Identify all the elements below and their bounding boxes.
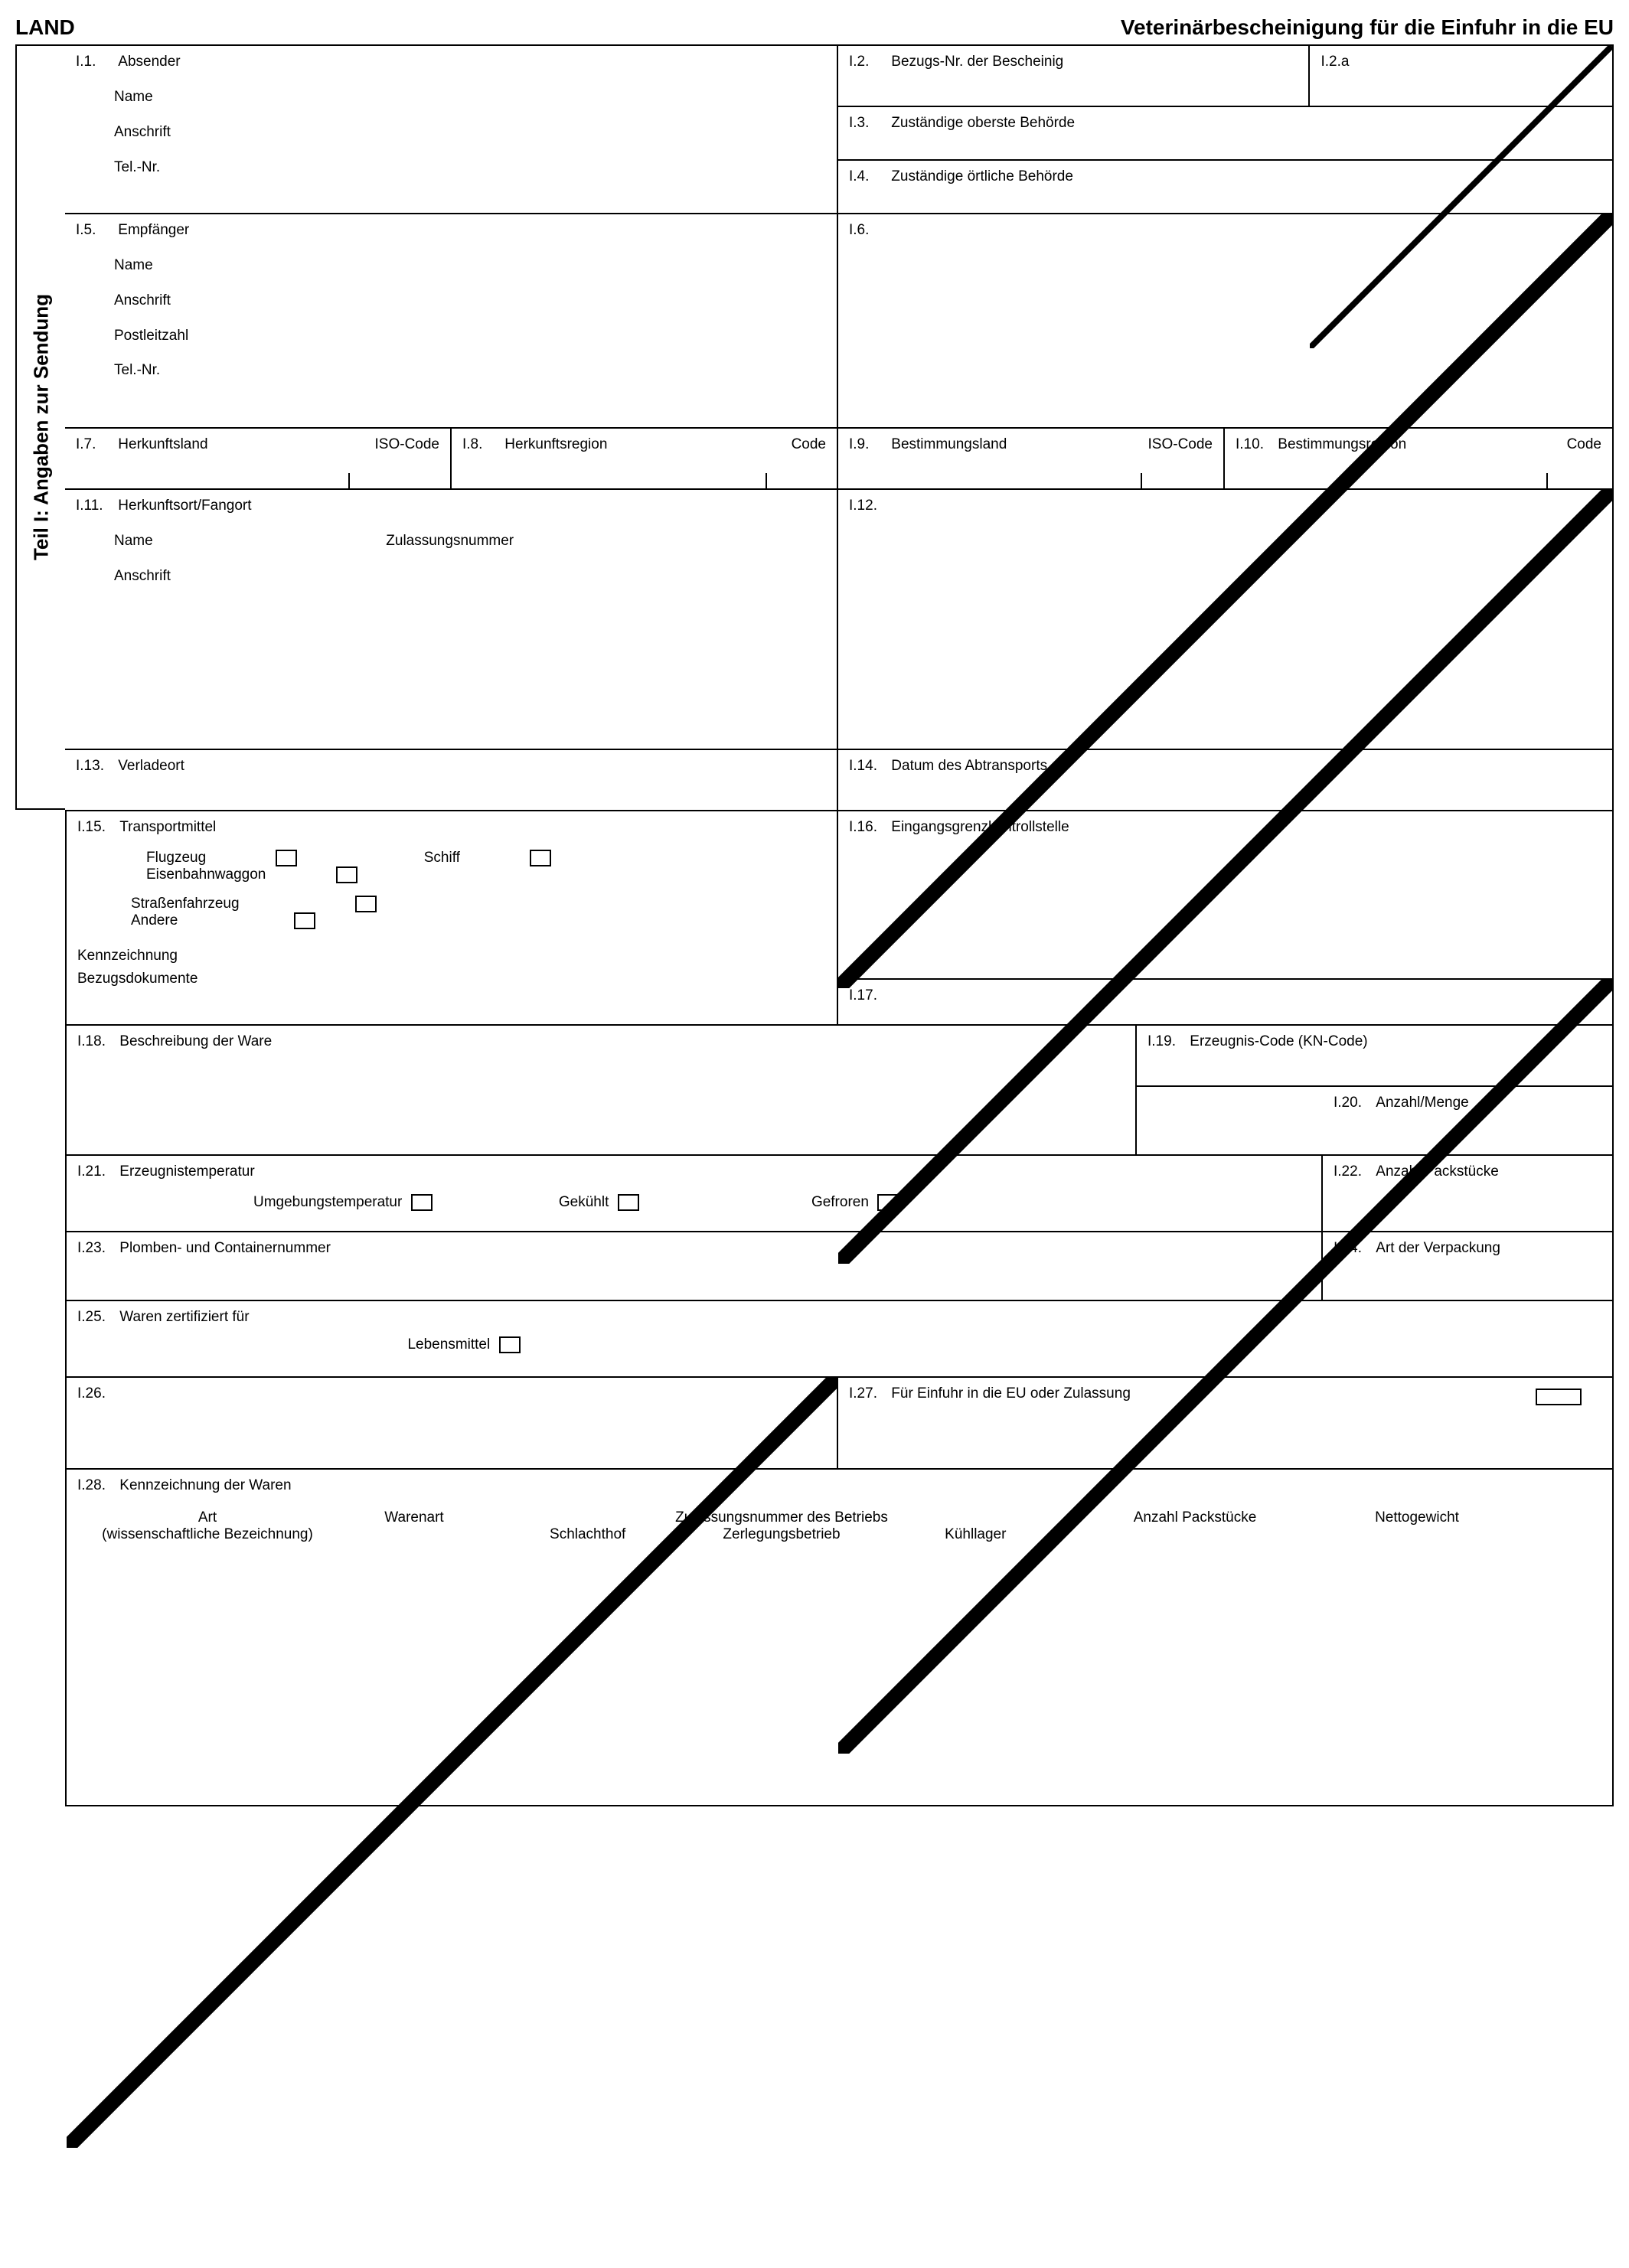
box-i26: I.26. bbox=[65, 1378, 838, 1470]
side-label: Teil I: Angaben zur Sendung bbox=[15, 44, 65, 810]
box-i16: I.16. Eingangsgrenzkontrollstelle bbox=[838, 811, 1614, 980]
checkbox-andere[interactable] bbox=[294, 912, 315, 929]
box-i18: I.18. Beschreibung der Ware bbox=[65, 1026, 1137, 1156]
checkbox-gefroren[interactable] bbox=[877, 1194, 899, 1211]
box-i27: I.27. Für Einfuhr in die EU oder Zulassu… bbox=[838, 1378, 1614, 1470]
box-i12: I.12. bbox=[838, 490, 1614, 750]
checkbox-flugzeug[interactable] bbox=[276, 850, 297, 866]
box-i9: I.9. Bestimmungsland ISO-Code bbox=[838, 429, 1225, 490]
box-i20: I.20. Anzahl/Menge bbox=[1323, 1087, 1614, 1156]
box-i7: I.7. Herkunftsland ISO-Code bbox=[65, 429, 452, 490]
box-i6: I.6. bbox=[838, 214, 1614, 429]
box-i3: I.3. Zuständige oberste Behörde bbox=[838, 107, 1614, 161]
checkbox-lebensmittel[interactable] bbox=[499, 1336, 521, 1353]
box-i11: I.11. Herkunftsort/Fangort Name Zulassun… bbox=[65, 490, 838, 750]
checkbox-umgebung[interactable] bbox=[411, 1194, 433, 1211]
header-left: LAND bbox=[15, 15, 75, 40]
header-right: Veterinärbescheinigung für die Einfuhr i… bbox=[1121, 15, 1614, 40]
box-i17: I.17. bbox=[838, 980, 1614, 1026]
box-i2a: I.2.a bbox=[1310, 46, 1614, 107]
box-i15: I.15. Transportmittel Flugzeug Schiff Ei… bbox=[65, 811, 838, 1026]
checkbox-strasse[interactable] bbox=[355, 896, 377, 912]
box-i25: I.25. Waren zertifiziert für Lebensmitte… bbox=[65, 1301, 1614, 1378]
box-i13: I.13. Verladeort bbox=[65, 750, 838, 811]
checkbox-i27[interactable] bbox=[1536, 1389, 1582, 1405]
box-i4: I.4. Zuständige örtliche Behörde bbox=[838, 161, 1614, 214]
box-i24: I.24. Art der Verpackung bbox=[1323, 1232, 1614, 1301]
box-i8: I.8. Herkunftsregion Code bbox=[452, 429, 838, 490]
box-i5: I.5. Empfänger Name Anschrift Postleitza… bbox=[65, 214, 838, 429]
box-i1: I.1. Absender Name Anschrift Tel.-Nr. bbox=[65, 46, 838, 214]
box-i21: I.21. Erzeugnistemperatur Umgebungstempe… bbox=[65, 1156, 1323, 1232]
box-i19: I.19. Erzeugnis-Code (KN-Code) bbox=[1137, 1026, 1614, 1087]
checkbox-schiff[interactable] bbox=[530, 850, 551, 866]
box-i14: I.14. Datum des Abtransports bbox=[838, 750, 1614, 811]
box-i23: I.23. Plomben- und Containernummer bbox=[65, 1232, 1323, 1301]
box-i22: I.22. Anzahl Packstücke bbox=[1323, 1156, 1614, 1232]
box-i10: I.10. Bestimmungsregion Code bbox=[1225, 429, 1614, 490]
box-i2: I.2. Bezugs-Nr. der Bescheinig bbox=[838, 46, 1310, 107]
box-i28: I.28. Kennzeichnung der Waren Art (wisse… bbox=[65, 1470, 1614, 1806]
checkbox-eisenbahn[interactable] bbox=[336, 866, 357, 883]
checkbox-gekuehlt[interactable] bbox=[618, 1194, 639, 1211]
